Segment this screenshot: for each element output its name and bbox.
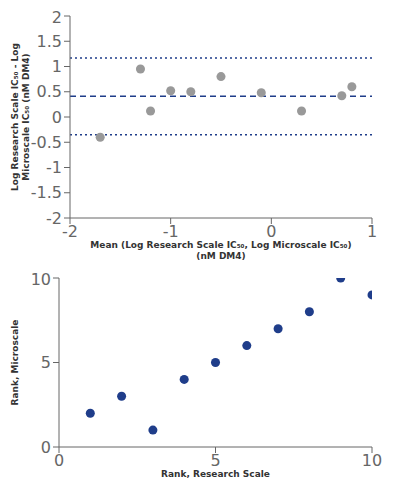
svg-text:1.5: 1.5 (37, 32, 62, 51)
svg-text:-2: -2 (46, 209, 62, 228)
svg-text:2: 2 (52, 8, 62, 27)
svg-text:Rank, Research Scale: Rank, Research Scale (161, 469, 270, 479)
svg-text:5: 5 (41, 353, 51, 372)
svg-text:Rank, Microscale: Rank, Microscale (10, 320, 20, 406)
svg-text:-1: -1 (163, 222, 179, 241)
svg-text:0: 0 (266, 222, 276, 241)
svg-text:1: 1 (52, 57, 62, 76)
svg-text:-1.5: -1.5 (31, 183, 62, 202)
svg-text:10: 10 (31, 270, 51, 289)
svg-text:1: 1 (367, 222, 377, 241)
svg-text:0: 0 (54, 451, 64, 470)
svg-text:10: 10 (362, 451, 382, 470)
svg-text:-2: -2 (62, 222, 78, 241)
svg-text:0: 0 (52, 108, 62, 127)
svg-text:Log Research Scale IC₅₀ - LogM: Log Research Scale IC₅₀ - LogMicroscale … (10, 43, 31, 191)
svg-text:0: 0 (41, 438, 51, 457)
svg-text:-1: -1 (46, 158, 62, 177)
svg-text:0.5: 0.5 (37, 82, 62, 101)
svg-text:-0.5: -0.5 (31, 133, 62, 152)
svg-text:5: 5 (210, 451, 220, 470)
svg-text:Mean (Log Research Scale IC₅₀,: Mean (Log Research Scale IC₅₀, Log Micro… (90, 240, 351, 261)
